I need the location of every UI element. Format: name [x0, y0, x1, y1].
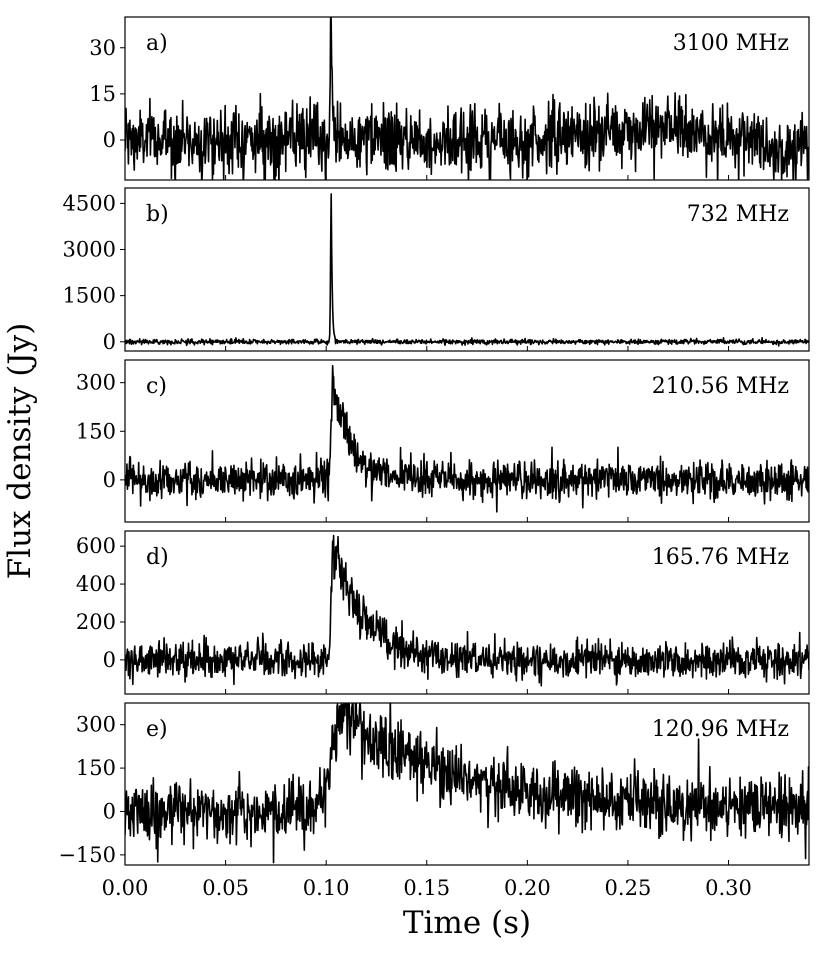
series-line-d	[125, 534, 809, 687]
frequency-label: 210.56 MHz	[652, 374, 789, 399]
y-tick-label: 0	[103, 468, 116, 492]
panel-frame	[124, 187, 810, 352]
y-tick-label: 0	[103, 330, 116, 354]
series-line-a	[125, 17, 809, 180]
y-tick-label: 0	[103, 799, 116, 823]
x-tick-label: 0.30	[705, 876, 752, 900]
y-tick-label: 300	[76, 713, 116, 737]
panel-4: 0 200 400 600 d) 165.76 MHz	[76, 530, 810, 695]
y-tick-label: −150	[58, 843, 116, 867]
y-axis-label: Flux density (Jy)	[2, 323, 38, 580]
x-tick-label: 0.25	[605, 876, 652, 900]
x-tick-label: 0.00	[102, 876, 149, 900]
y-tick-label: 150	[76, 756, 116, 780]
x-tick-label: 0.15	[403, 876, 450, 900]
x-axis-label: Time (s)	[403, 905, 531, 941]
y-tick-label: 300	[76, 371, 116, 395]
series-line-b	[125, 193, 809, 347]
x-tick-label: 0.10	[303, 876, 350, 900]
y-tick-label: 200	[76, 610, 116, 634]
panel-tag: d)	[146, 545, 169, 570]
series-line-e	[125, 703, 809, 864]
panel-3: 0 150 300 c) 210.56 MHz	[76, 359, 810, 523]
y-tick-label: 150	[76, 419, 116, 443]
y-tick-label: 600	[76, 534, 116, 558]
panel-tag: a)	[146, 31, 168, 56]
panel-tag: e)	[146, 717, 168, 742]
series-line-c	[125, 364, 809, 513]
panel-frame	[124, 359, 810, 523]
y-tick-label: 0	[103, 648, 116, 672]
frequency-label: 3100 MHz	[673, 31, 789, 56]
panel-5: −150 0 150 300 e) 120.96 MHz	[58, 702, 810, 867]
y-tick-label: 400	[76, 572, 116, 596]
y-tick-label: 30	[89, 36, 116, 60]
frequency-label: 732 MHz	[687, 202, 789, 227]
x-tick-label: 0.05	[202, 876, 249, 900]
y-tick-label: 4500	[63, 191, 116, 215]
panel-frame	[124, 702, 810, 866]
y-tick-label: 0	[103, 128, 116, 152]
x-tick-label: 0.20	[504, 876, 551, 900]
frequency-label: 165.76 MHz	[652, 545, 789, 570]
frequency-label: 120.96 MHz	[652, 717, 789, 742]
y-tick-label: 1500	[63, 284, 116, 308]
panel-2: 0 1500 3000 4500 b) 732 MHz	[63, 187, 810, 354]
panel-frame	[124, 530, 810, 695]
panel-tag: c)	[146, 374, 167, 399]
y-tick-label: 3000	[63, 238, 116, 262]
panel-1: 0 15 30 a) 3100 MHz	[89, 16, 810, 181]
panel-tag: b)	[146, 202, 169, 227]
panel-frame	[124, 16, 810, 181]
y-tick-label: 15	[89, 82, 116, 106]
x-tick-labels: 0.00 0.05 0.10 0.15 0.20 0.25 0.30	[102, 876, 752, 900]
